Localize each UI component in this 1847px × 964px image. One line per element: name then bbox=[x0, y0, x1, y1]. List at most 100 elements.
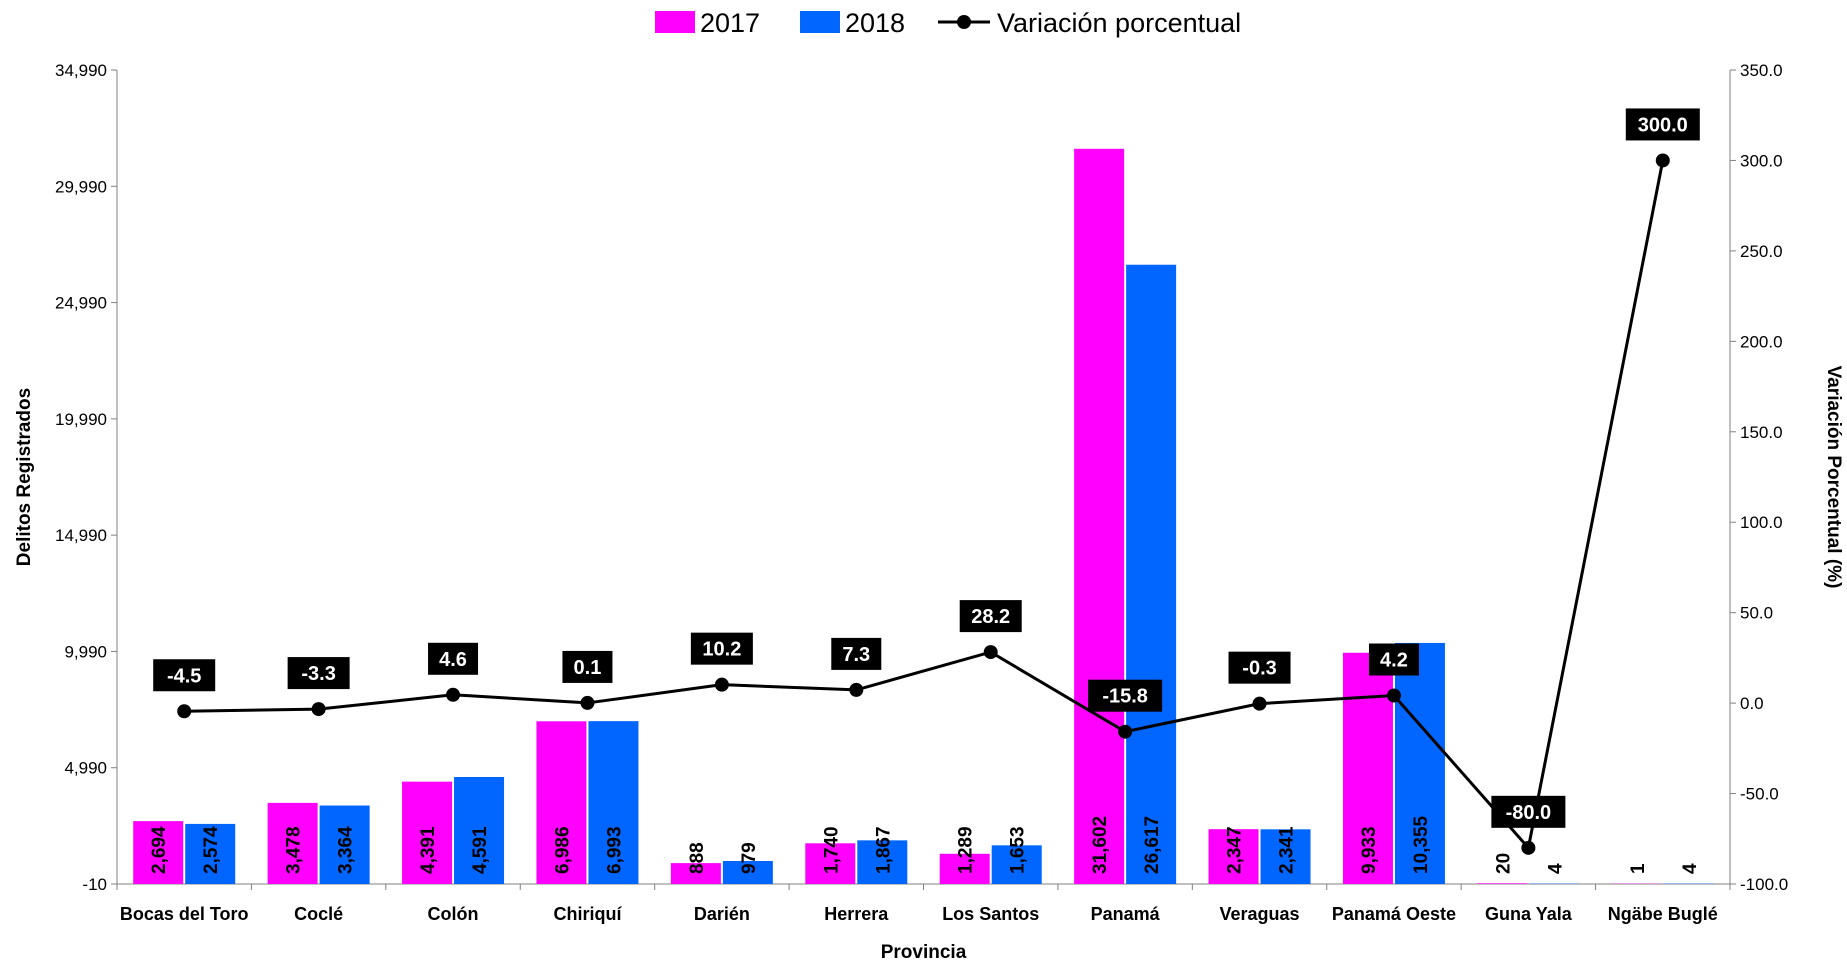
line-series bbox=[177, 153, 1670, 855]
bar-value-label: 1,740 bbox=[821, 826, 842, 874]
pct-label-box bbox=[428, 642, 479, 675]
bar-value-label: 979 bbox=[739, 842, 760, 874]
y2-tick-label: 50.0 bbox=[1740, 604, 1773, 623]
bar-value-label: 4,391 bbox=[418, 826, 439, 874]
x-tick-label: Ngäbe Buglé bbox=[1608, 904, 1718, 924]
bar-2018 bbox=[319, 805, 370, 884]
pct-label-box bbox=[562, 650, 613, 683]
y2-tick-label: 150.0 bbox=[1740, 423, 1783, 442]
pct-label: 28.2 bbox=[971, 606, 1010, 628]
bar-value-label: 9,933 bbox=[1359, 826, 1380, 874]
x-tick-label: Panamá bbox=[1091, 904, 1161, 924]
bar-value-label: 4 bbox=[1680, 863, 1701, 874]
y2-tick-label: 250.0 bbox=[1740, 242, 1783, 261]
bar-value-label: 1,289 bbox=[956, 826, 977, 874]
pct-label: -0.3 bbox=[1242, 658, 1276, 680]
line-point bbox=[580, 695, 595, 710]
bar-value-label: 3,478 bbox=[284, 826, 305, 874]
bar-2017 bbox=[267, 802, 318, 884]
pct-label: 4.6 bbox=[439, 649, 467, 671]
x-tick-label: Herrera bbox=[824, 904, 889, 924]
bar-2018 bbox=[454, 776, 505, 884]
bar-value-label: 2,694 bbox=[149, 826, 170, 874]
legend-line-marker bbox=[957, 15, 971, 29]
legend-swatch-2017 bbox=[655, 11, 695, 33]
bar-value-label: 1,867 bbox=[873, 826, 894, 874]
bar-value-label: 20 bbox=[1493, 853, 1514, 874]
y-axis-title: Delitos Registrados bbox=[14, 388, 35, 566]
data-labels: 2,694 2,574 3,478 3,364 4,391 4,591 6,986 6,993… bbox=[149, 108, 1701, 874]
pct-label-box bbox=[153, 659, 216, 692]
legend-label-variacion: Variación porcentual bbox=[997, 8, 1241, 38]
bar-2017 bbox=[1477, 883, 1528, 884]
bar-value-label: 6,993 bbox=[604, 826, 625, 874]
pct-label-box bbox=[690, 632, 753, 665]
pct-label: 300.0 bbox=[1638, 114, 1688, 136]
y-tick-label: 19,990 bbox=[55, 410, 107, 429]
bar-2017 bbox=[670, 863, 721, 884]
pct-label: 4.2 bbox=[1380, 650, 1408, 672]
line-point bbox=[1252, 696, 1267, 711]
x-tick-label: Veraguas bbox=[1220, 904, 1300, 924]
x-tick-label: Chiriquí bbox=[553, 904, 622, 924]
line-point bbox=[177, 704, 192, 719]
x-tick-label: Panamá Oeste bbox=[1332, 904, 1456, 924]
pct-label-box bbox=[287, 657, 350, 690]
pct-label: -15.8 bbox=[1102, 686, 1148, 708]
bars bbox=[133, 148, 1714, 885]
y-tick-label: 29,990 bbox=[55, 177, 107, 196]
pct-label-box bbox=[959, 600, 1022, 633]
bar-2018 bbox=[857, 840, 908, 884]
pct-label-box bbox=[1228, 651, 1291, 684]
bar-value-label: 2,341 bbox=[1277, 826, 1298, 874]
y2-tick-label: -50.0 bbox=[1740, 785, 1779, 804]
x-tick-label: Colón bbox=[428, 904, 479, 924]
bar-value-label: 4,591 bbox=[470, 826, 491, 874]
pct-label: -3.3 bbox=[301, 663, 335, 685]
pct-label-box bbox=[1625, 108, 1700, 141]
bar-2017 bbox=[1342, 652, 1393, 884]
bar-2018 bbox=[1126, 264, 1177, 884]
x-tick-label: Coclé bbox=[294, 904, 343, 924]
line-point bbox=[311, 702, 326, 717]
x-tick-label: Los Santos bbox=[942, 904, 1039, 924]
y-tick-label: 34,990 bbox=[55, 61, 107, 80]
bar-value-label: 4 bbox=[1545, 863, 1566, 874]
y2-tick-label: 350.0 bbox=[1740, 61, 1783, 80]
bar-2018 bbox=[991, 845, 1042, 884]
pct-label-box bbox=[831, 637, 882, 670]
y-tick-label: 9,990 bbox=[64, 642, 107, 661]
pct-label-box bbox=[1368, 643, 1419, 676]
bar-2017 bbox=[939, 853, 990, 884]
axes: -10 4,990 9,990 14,990 19,990 24,990 29,990 34,… bbox=[14, 61, 1844, 963]
bar-2017 bbox=[402, 781, 453, 884]
legend-label-2018: 2018 bbox=[845, 8, 905, 38]
y2-tick-label: -100.0 bbox=[1740, 875, 1788, 894]
line-point bbox=[1521, 840, 1536, 855]
bar-2018 bbox=[1394, 642, 1445, 884]
bar-value-label: 2,574 bbox=[201, 826, 222, 874]
line-point bbox=[983, 645, 998, 660]
x-axis-title: Provincia bbox=[881, 942, 967, 963]
bar-2017 bbox=[536, 721, 587, 884]
y2-tick-label: 200.0 bbox=[1740, 332, 1783, 351]
bar-value-label: 2,347 bbox=[1225, 826, 1246, 874]
y-tick-label: -10 bbox=[82, 875, 107, 894]
bar-value-label: 3,364 bbox=[336, 826, 357, 874]
bar-value-label: 31,602 bbox=[1090, 816, 1111, 874]
bar-2018 bbox=[185, 823, 236, 884]
y2-tick-label: 0.0 bbox=[1740, 694, 1764, 713]
legend-label-2017: 2017 bbox=[700, 8, 760, 38]
bar-value-label: 10,355 bbox=[1411, 815, 1432, 874]
bar-2017 bbox=[1208, 829, 1259, 884]
y2-tick-label: 300.0 bbox=[1740, 151, 1783, 170]
y-tick-label: 14,990 bbox=[55, 526, 107, 545]
bar-2018 bbox=[588, 721, 639, 884]
bar-2017 bbox=[1074, 148, 1125, 885]
bar-value-label: 1 bbox=[1628, 863, 1649, 874]
pct-label: 10.2 bbox=[702, 639, 741, 661]
line-point bbox=[1386, 688, 1401, 703]
line-variacion bbox=[184, 160, 1665, 852]
